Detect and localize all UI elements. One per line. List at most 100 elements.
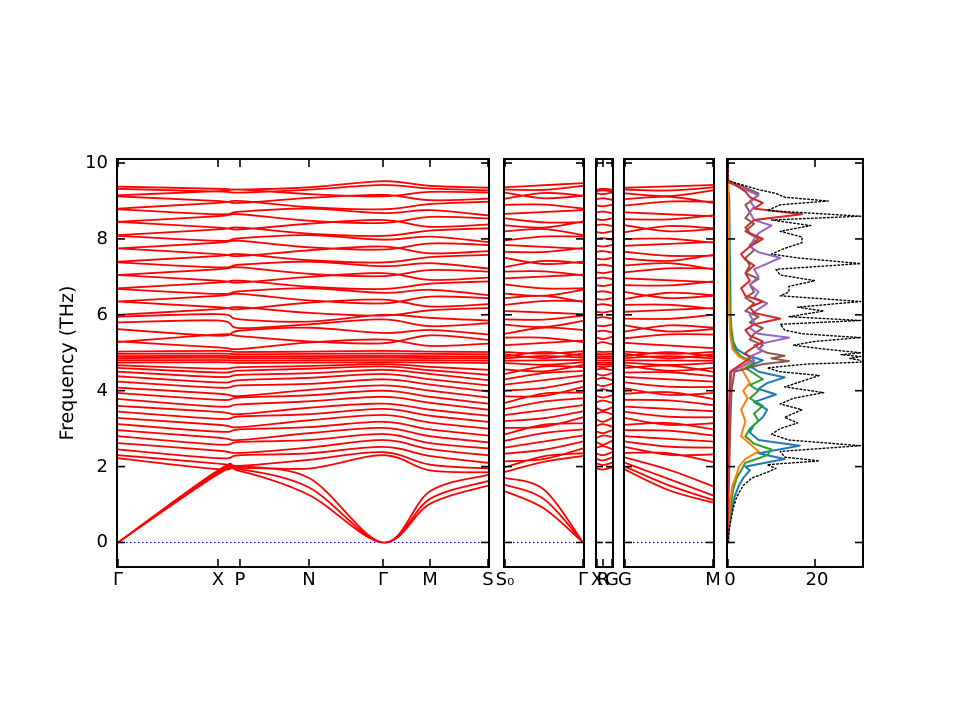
phonon-band xyxy=(505,299,583,306)
partial-purple-curve xyxy=(728,162,790,544)
phonon-band xyxy=(118,361,488,364)
phonon-band xyxy=(597,367,612,372)
phonon-band xyxy=(118,466,488,544)
phonon-band xyxy=(505,404,583,416)
phonon-band xyxy=(597,263,612,268)
phonon-band xyxy=(118,234,488,243)
k-point-label: G xyxy=(618,569,632,590)
phonon-band xyxy=(597,290,612,294)
phonon-band xyxy=(597,197,612,201)
phonon-band xyxy=(597,316,612,320)
phonon-band xyxy=(597,394,612,399)
phonon-band xyxy=(505,440,583,455)
phonon-band xyxy=(597,376,612,381)
phonon-band xyxy=(597,310,612,314)
phonon-band xyxy=(118,318,488,330)
partial-orange-curve xyxy=(728,162,760,544)
phonon-band xyxy=(505,477,583,544)
phonon-band xyxy=(625,398,713,406)
plot-canvas xyxy=(597,160,612,566)
dos-x-tick-label: 20 xyxy=(805,569,829,590)
y-tick-label: 4 xyxy=(96,379,108,401)
phonon-band xyxy=(118,359,488,362)
phonon-band xyxy=(597,187,612,191)
phonon-band xyxy=(505,370,583,381)
phonon-band xyxy=(597,270,612,275)
phonon-band xyxy=(118,245,488,258)
phonon-band xyxy=(505,422,583,436)
phonon-band xyxy=(625,387,713,396)
phonon-band xyxy=(505,452,583,469)
phonon-band xyxy=(625,361,713,366)
phonon-band xyxy=(118,338,488,351)
phonon-band xyxy=(505,374,583,386)
phonon-band xyxy=(625,307,713,313)
phonon-band xyxy=(118,363,488,371)
k-point-label: G xyxy=(605,569,619,590)
phonon-band xyxy=(505,361,583,366)
phonon-band xyxy=(625,237,713,244)
phonon-band xyxy=(625,333,713,340)
phonon-band xyxy=(118,402,488,417)
phonon-band xyxy=(118,298,488,311)
y-tick-label: 8 xyxy=(96,227,108,249)
phonon-band xyxy=(118,464,488,544)
phonon-band xyxy=(505,379,583,392)
phonon-band xyxy=(597,383,612,388)
phonon-band xyxy=(505,364,583,373)
phonon-band xyxy=(597,364,612,369)
phonon-band xyxy=(118,426,488,444)
phonon-band xyxy=(118,420,488,437)
phonon-band xyxy=(505,228,583,236)
phonon-band xyxy=(118,279,488,290)
phonon-band xyxy=(625,291,713,300)
plot-canvas xyxy=(728,160,862,566)
phonon-band xyxy=(597,411,612,416)
phonon-band xyxy=(118,356,488,360)
phonon-band xyxy=(118,354,488,358)
k-point-label: M xyxy=(705,569,721,590)
phonon-band xyxy=(625,446,713,457)
phonon-band xyxy=(625,381,713,389)
phonon-band xyxy=(597,303,612,307)
phonon-band xyxy=(597,362,612,366)
phonon-band xyxy=(118,349,488,353)
phonon-band xyxy=(625,456,713,488)
k-point-label: N xyxy=(302,569,316,590)
phonon-band xyxy=(625,371,713,378)
phonon-band xyxy=(118,292,488,305)
phonon-band xyxy=(505,434,583,449)
phonon-band xyxy=(625,200,713,207)
phonon-band xyxy=(625,277,713,284)
phonon-band xyxy=(118,199,488,211)
phonon-band xyxy=(625,262,713,271)
phonon-band xyxy=(625,186,713,192)
phonon-band xyxy=(118,389,488,405)
phonon-band xyxy=(625,250,713,257)
phonon-band xyxy=(625,376,713,383)
phonon-band xyxy=(625,184,713,189)
phonon-band xyxy=(625,355,713,360)
phonon-band xyxy=(505,192,583,200)
phonon-band xyxy=(505,209,583,215)
phonon-band xyxy=(625,324,713,333)
k-point-label: M xyxy=(422,569,438,590)
partial-brown-curve xyxy=(728,162,790,544)
phonon-band xyxy=(625,440,713,449)
phonon-band xyxy=(118,352,488,356)
phonon-band xyxy=(625,225,713,233)
phonon-band xyxy=(118,193,488,204)
phonon-band xyxy=(118,207,488,217)
phonon-band xyxy=(505,320,583,328)
phonon-band xyxy=(505,182,583,189)
phonon-band xyxy=(118,365,488,376)
plot-canvas xyxy=(625,160,713,566)
phonon-band xyxy=(625,211,713,218)
phonon-band xyxy=(597,372,612,377)
phonon-band xyxy=(118,326,488,337)
phonon-band xyxy=(597,335,612,340)
phonon-band xyxy=(118,451,488,470)
phonon-band xyxy=(118,287,488,296)
phonon-band xyxy=(597,461,612,466)
